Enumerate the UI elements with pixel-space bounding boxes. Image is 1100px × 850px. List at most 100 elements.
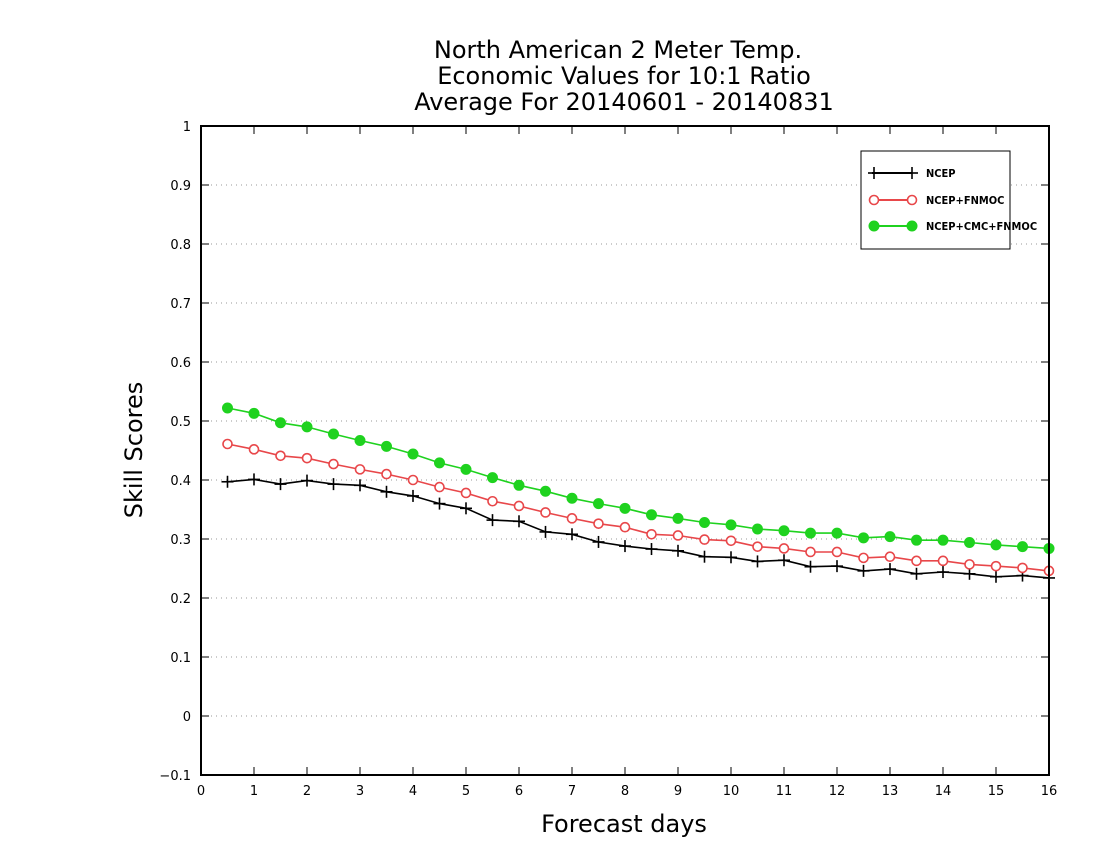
- data-point-ncep-fnmoc: [354, 464, 366, 475]
- data-point-ncep: [884, 563, 896, 576]
- data-point-ncep-fnmoc: [858, 552, 869, 564]
- legend-marker: [906, 220, 918, 232]
- data-point-ncep-cmc-fnmoc: [434, 457, 445, 469]
- data-point-ncep-cmc-fnmoc: [699, 516, 710, 528]
- x-tick-label: 0: [197, 784, 205, 799]
- data-point-ncep-fnmoc: [990, 560, 1002, 572]
- data-point-ncep-fnmoc: [911, 555, 922, 567]
- data-point-ncep-fnmoc: [778, 543, 790, 554]
- legend-marker-ncep-cmc-fnmoc-left: [868, 220, 880, 232]
- legend-marker: [906, 194, 918, 206]
- x-axis: 0 1 2 3 4 5 6 7 8 9 10 11 12 13 14 15 16: [197, 126, 1057, 799]
- data-point-ncep: [221, 475, 234, 488]
- data-point-ncep-cmc-fnmoc: [460, 463, 472, 475]
- data-point-ncep-fnmoc: [964, 559, 975, 570]
- x-tick-label: 11: [776, 784, 793, 799]
- data-point-ncep-fnmoc: [381, 468, 392, 480]
- x-axis-title: Forecast days: [541, 810, 707, 838]
- y-tick-label: 0: [183, 710, 191, 725]
- data-point-ncep-cmc-fnmoc: [222, 402, 233, 414]
- data-point-ncep: [433, 497, 446, 510]
- data-point-ncep: [248, 473, 260, 486]
- data-point-ncep-fnmoc: [328, 458, 339, 470]
- data-point-ncep-cmc-fnmoc: [937, 534, 949, 546]
- data-point-ncep-cmc-fnmoc: [778, 525, 790, 537]
- data-point-ncep-cmc-fnmoc: [672, 512, 684, 524]
- data-point-ncep-fnmoc: [275, 450, 286, 462]
- y-tick-label: 0.5: [170, 415, 191, 430]
- data-point-ncep: [857, 564, 870, 577]
- x-tick-label: 13: [882, 784, 899, 799]
- data-point-ncep-cmc-fnmoc: [354, 434, 366, 446]
- data-point-ncep: [698, 550, 711, 563]
- data-point-ncep-cmc-fnmoc: [646, 509, 657, 521]
- data-point-ncep-cmc-fnmoc: [275, 417, 286, 429]
- data-point-ncep-cmc-fnmoc: [513, 479, 525, 491]
- data-point-ncep: [910, 567, 923, 580]
- data-point-ncep: [486, 514, 499, 527]
- legend-marker: [906, 167, 918, 179]
- x-tick-label: 5: [462, 784, 470, 799]
- data-point-ncep: [751, 555, 764, 568]
- data-point-ncep: [672, 544, 684, 557]
- data-point-ncep-cmc-fnmoc: [725, 519, 737, 531]
- data-point-ncep-cmc-fnmoc: [248, 407, 260, 419]
- y-tick-label: −0.1: [159, 769, 191, 784]
- data-point-ncep-cmc-fnmoc: [540, 485, 551, 497]
- legend-marker: [868, 194, 880, 206]
- data-point-ncep-cmc-fnmoc: [619, 502, 631, 514]
- x-tick-label: 1: [250, 784, 258, 799]
- x-tick-label: 4: [409, 784, 417, 799]
- legend: NCEP NCEP+FNMOC NCEP+CMC+FNMOC: [860, 150, 1037, 250]
- data-point-ncep-cmc-fnmoc: [566, 492, 578, 504]
- legend-label-ncep-cmc-fnmoc: NCEP+CMC+FNMOC: [926, 220, 1037, 233]
- data-point-ncep: [407, 489, 419, 502]
- data-point-ncep-cmc-fnmoc: [990, 539, 1002, 551]
- data-point-ncep-cmc-fnmoc: [752, 523, 763, 535]
- y-axis-title: Skill Scores: [120, 382, 148, 519]
- y-axis: −0.1 0 0.1 0.2 0.3 0.4 0.5 0.6 0.7 0.8 0.9 1: [159, 120, 1049, 784]
- data-point-ncep-cmc-fnmoc: [884, 531, 896, 543]
- chart-title-line-3: Average For 20140601 - 20140831: [414, 88, 834, 116]
- legend-marker-ncep-cmc-fnmoc-right: [906, 220, 918, 232]
- legend-entry-ncep-fnmoc: NCEP+FNMOC: [868, 194, 1004, 207]
- legend-marker: [868, 220, 880, 232]
- data-point-ncep-fnmoc: [460, 487, 472, 499]
- data-point-ncep: [804, 560, 817, 573]
- data-point-ncep-fnmoc: [805, 546, 816, 558]
- data-point-ncep: [380, 485, 393, 498]
- y-tick-label: 0.8: [170, 238, 191, 253]
- data-point-ncep: [990, 570, 1002, 583]
- data-point-ncep: [645, 543, 658, 556]
- data-point-ncep: [274, 478, 287, 491]
- legend-entry-ncep-cmc-fnmoc: NCEP+CMC+FNMOC: [868, 220, 1037, 233]
- x-tick-label: 6: [515, 784, 523, 799]
- series-ncep: [221, 473, 1055, 584]
- data-point-ncep: [539, 525, 552, 538]
- legend-marker-ncep-right: [906, 167, 918, 179]
- data-point-ncep: [619, 540, 631, 553]
- data-point-ncep-fnmoc: [513, 500, 525, 512]
- data-point-ncep-fnmoc: [1017, 562, 1028, 574]
- data-point-ncep: [778, 554, 790, 567]
- legend-label-ncep-fnmoc: NCEP+FNMOC: [926, 194, 1004, 207]
- series-line-ncep-cmc-fnmoc: [227, 407, 1050, 550]
- y-tick-label: 1: [183, 120, 191, 135]
- data-point-ncep: [592, 535, 605, 548]
- data-point-ncep-fnmoc: [646, 528, 657, 540]
- data-point-ncep: [301, 474, 313, 487]
- data-point-ncep-cmc-fnmoc: [964, 537, 975, 549]
- data-point-ncep-fnmoc: [540, 507, 551, 518]
- data-point-ncep-cmc-fnmoc: [805, 527, 816, 539]
- data-point-ncep-fnmoc: [593, 518, 604, 529]
- data-point-ncep-fnmoc: [937, 555, 949, 567]
- data-point-ncep-cmc-fnmoc: [381, 440, 392, 452]
- data-point-ncep-cmc-fnmoc: [407, 448, 419, 460]
- x-tick-label: 9: [674, 784, 682, 799]
- legend-marker-ncep-fnmoc-left: [868, 194, 880, 206]
- data-point-ncep: [513, 515, 525, 528]
- grid: [201, 184, 1049, 717]
- data-point-ncep-fnmoc: [831, 546, 843, 558]
- data-point-ncep-cmc-fnmoc: [1017, 541, 1028, 553]
- legend-marker-ncep-fnmoc-right: [906, 194, 918, 206]
